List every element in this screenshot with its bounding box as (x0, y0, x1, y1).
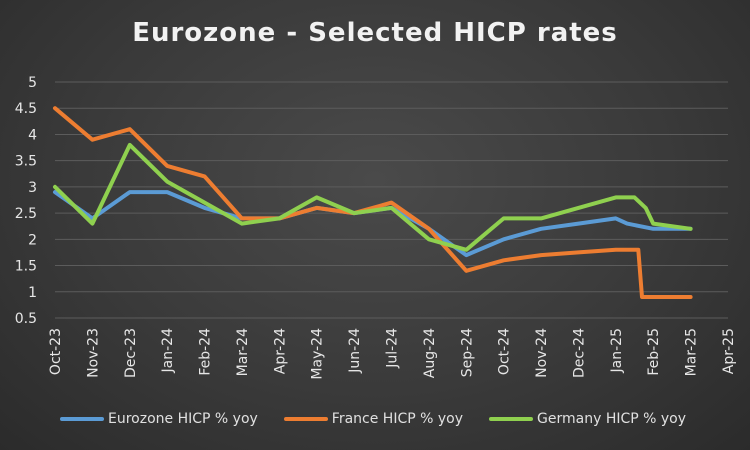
x-tick-label: Nov-24 (534, 328, 550, 378)
x-tick-label: Jun-24 (347, 328, 363, 374)
x-tick-label: Nov-23 (85, 328, 101, 378)
y-tick-label: 0.5 (15, 311, 37, 327)
x-tick-label: Jan-24 (160, 328, 176, 374)
x-tick-label: Apr-24 (272, 328, 288, 374)
legend-item: Eurozone HICP % yoy (60, 411, 258, 427)
x-tick-label: Aug-24 (422, 328, 438, 378)
x-tick-label: Mar-24 (235, 328, 251, 376)
legend-label: Eurozone HICP % yoy (108, 411, 258, 427)
x-tick-label: Jul-24 (385, 328, 401, 369)
x-tick-label: May-24 (310, 328, 326, 380)
legend-item: France HICP % yoy (283, 411, 464, 427)
y-tick-label: 2.5 (15, 206, 37, 222)
legend-swatch (489, 417, 534, 421)
y-tick-label: 3.5 (15, 154, 37, 170)
x-tick-label: Apr-25 (721, 328, 737, 374)
x-tick-label: Feb-24 (198, 328, 214, 376)
series-line-1 (53, 106, 693, 299)
series-line-2 (53, 142, 693, 252)
x-tick-label: Oct-24 (497, 328, 513, 375)
x-tick-label: Feb-25 (646, 328, 662, 376)
x-tick-label: Sep-24 (459, 328, 475, 377)
y-tick-label: 5 (28, 75, 37, 91)
y-tick-label: 1 (28, 285, 37, 301)
x-tick-label: Dec-24 (571, 328, 587, 378)
legend-swatch (283, 417, 328, 421)
legend-label: Germany HICP % yoy (537, 411, 687, 427)
y-tick-label: 3 (28, 180, 37, 196)
y-tick-label: 4 (28, 127, 37, 143)
y-tick-label: 1.5 (15, 259, 37, 275)
chart-title: Eurozone - Selected HICP rates (132, 18, 618, 48)
legend: Eurozone HICP % yoy France HICP % yoy Germ… (60, 411, 686, 427)
x-tick-label: Mar-25 (684, 328, 700, 376)
legend-swatch (60, 417, 104, 421)
x-tick-label: Dec-23 (123, 328, 139, 378)
x-tick-label: Jan-25 (609, 328, 625, 373)
legend-item: Germany HICP % yoy (489, 411, 686, 427)
y-tick-label: 2 (28, 232, 37, 248)
y-tick-label: 4.5 (15, 101, 37, 117)
legend-label: France HICP % yoy (331, 411, 464, 427)
x-tick-label: Oct-23 (48, 328, 64, 375)
